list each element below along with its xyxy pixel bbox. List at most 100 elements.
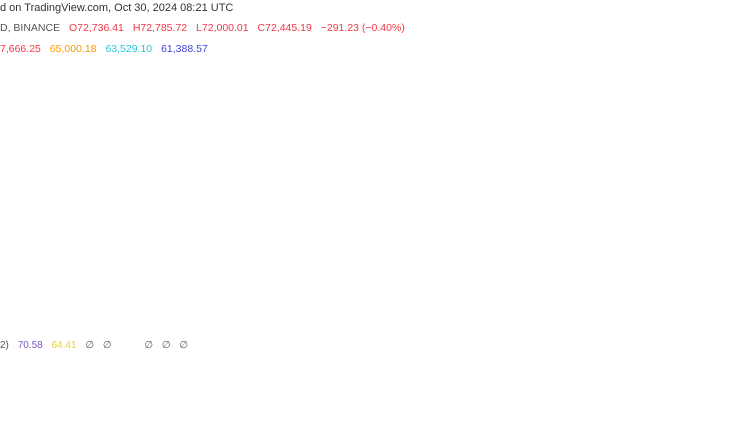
- candle-body: [638, 146, 644, 161]
- candle-body: [431, 114, 437, 156]
- volume-bar: [638, 315, 644, 334]
- candle-body: [539, 200, 545, 220]
- close-value: C72,445.19: [257, 22, 312, 34]
- volume-bar: [116, 310, 122, 334]
- volume-bar: [80, 323, 86, 334]
- moving-average-line: [1, 82, 705, 163]
- moving-averages: [1, 82, 705, 191]
- candle-body: [269, 77, 275, 88]
- candle-body: [170, 151, 176, 173]
- candle-body: [17, 68, 23, 83]
- volume-bar: [98, 304, 104, 334]
- candle-body: [440, 159, 446, 220]
- candle-body: [368, 185, 374, 192]
- x-label: May: [149, 393, 169, 404]
- volume-bar: [422, 307, 428, 334]
- rsi-label: 2): [0, 340, 9, 351]
- volume-bar: [440, 294, 446, 334]
- volume-bar: [647, 311, 653, 334]
- ma2-value: 65,000.18: [49, 43, 97, 55]
- candle-body: [512, 135, 518, 173]
- candle-body: [287, 111, 293, 117]
- candle-body: [278, 83, 284, 109]
- ohlc-legend: D, BINANCE O72,736.41 H72,785.72 L72,000…: [0, 22, 411, 34]
- candle-body: [584, 138, 590, 142]
- volume-bar: [233, 322, 239, 334]
- volume-bar: [539, 309, 545, 334]
- candle-body: [386, 121, 392, 136]
- volume-bar: [683, 316, 689, 334]
- candle-body: [557, 185, 563, 196]
- candle-body: [242, 101, 248, 103]
- volume-bar: [224, 316, 230, 334]
- candle-body: [350, 187, 356, 207]
- candle-body: [35, 119, 41, 143]
- candle-body: [656, 104, 662, 122]
- horizontal-levels[interactable]: [0, 66, 750, 266]
- candle-body: [521, 171, 527, 181]
- volume-bar: [602, 316, 608, 334]
- candle-body: [0, 95, 5, 105]
- volume-bar: [287, 317, 293, 334]
- candle-body: [134, 131, 140, 143]
- volume-bar: [152, 298, 158, 334]
- candle-body: [467, 163, 473, 173]
- candle-body: [71, 79, 77, 88]
- rsi-pane: [0, 345, 750, 385]
- moving-average-line: [1, 141, 705, 166]
- candle-body: [629, 154, 635, 160]
- volume-bar: [575, 296, 581, 334]
- candle-body: [701, 61, 707, 89]
- rsi-ma-line: [10, 350, 705, 385]
- volume-bar: [665, 314, 671, 334]
- volume-bar: [449, 303, 455, 334]
- volume-bar: [656, 305, 662, 334]
- volume-bar: [620, 312, 626, 334]
- candle-body: [548, 198, 554, 220]
- volume-bar: [242, 326, 248, 334]
- candle-body: [395, 112, 401, 120]
- x-label: Jul: [335, 393, 347, 404]
- volume-bar: [548, 309, 554, 334]
- volume-bar: [593, 313, 599, 334]
- grid: [69, 55, 708, 383]
- x-label: Aug: [425, 393, 444, 404]
- volume-bar: [260, 306, 266, 334]
- volume-bar: [17, 309, 23, 334]
- candle-body: [404, 108, 410, 110]
- na-icon: ∅: [85, 340, 95, 351]
- volume-bar: [170, 303, 176, 334]
- high-value: H72,785.72: [132, 22, 188, 34]
- volume-bar: [494, 310, 500, 334]
- ma4-value: 61,388.57: [161, 43, 208, 55]
- candle-body: [305, 122, 311, 135]
- volume-bar: [161, 318, 167, 334]
- candles: [0, 44, 707, 266]
- rsi-ma-value: 64.41: [51, 340, 77, 351]
- na-icon: ∅: [179, 340, 189, 351]
- volume-bar: [332, 309, 338, 334]
- volume-bar: [179, 314, 185, 334]
- published-header: d on TradingView.com, Oct 30, 2024 08:21…: [0, 2, 234, 14]
- candle-body: [611, 121, 617, 139]
- volume-bar: [377, 294, 383, 334]
- volume-bar: [278, 303, 284, 334]
- candle-body: [296, 116, 302, 126]
- time-axis: Apr May Jun Jul Aug Sep Oct Nov: [0, 384, 750, 404]
- candle-body: [692, 87, 698, 117]
- candle-body: [359, 193, 365, 207]
- volume-bar: [26, 294, 32, 334]
- volume-bar: [530, 307, 536, 334]
- na-icon: ∅: [161, 340, 171, 351]
- volume-bar: [584, 316, 590, 334]
- rsi-legend: 2) 70.58 64.41 ∅ ∅ ∅ ∅ ∅: [0, 340, 194, 351]
- candle-body: [683, 105, 689, 113]
- volume-bars: [0, 294, 707, 334]
- candle-body: [251, 95, 257, 106]
- candle-body: [494, 159, 500, 170]
- volume-bar: [143, 320, 149, 334]
- candle-body: [143, 141, 149, 147]
- candle-body: [674, 99, 680, 109]
- ma1-value: 7,666.25: [0, 43, 41, 55]
